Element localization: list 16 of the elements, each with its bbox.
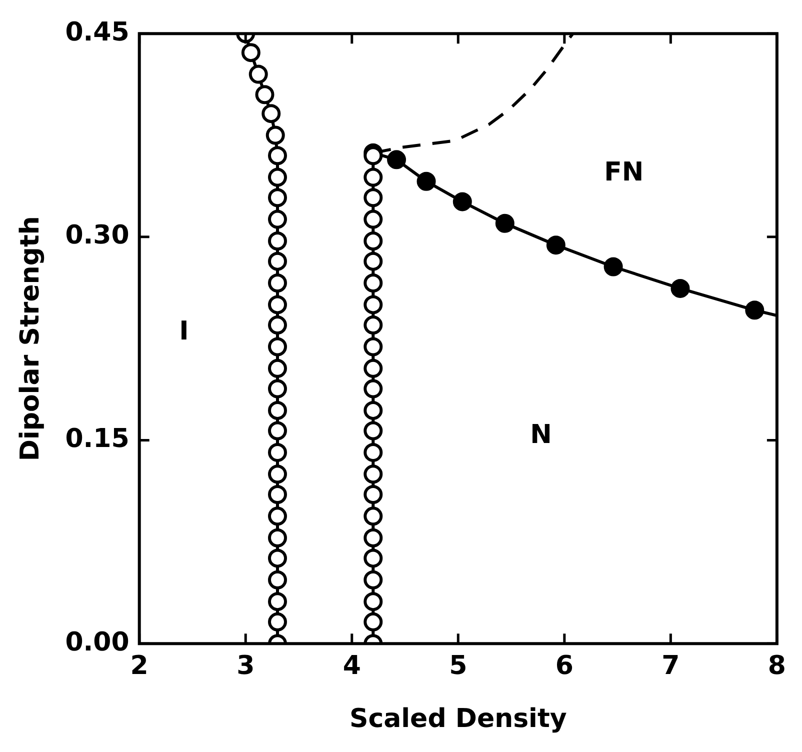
x-tick-label: 2 xyxy=(130,650,148,681)
y-tick-label: 0.45 xyxy=(65,17,130,48)
x-tick-label: 6 xyxy=(555,650,574,681)
x-tick-label: 3 xyxy=(236,650,255,681)
y-tick-label: 0.30 xyxy=(65,220,130,251)
x-tick-label: 8 xyxy=(768,650,786,681)
x-tick-label: 7 xyxy=(662,650,680,681)
annotation: FN xyxy=(604,158,644,188)
y-tick-label: 0.00 xyxy=(65,627,130,658)
x-axis-title: Scaled Density xyxy=(349,704,567,734)
annotation: I xyxy=(179,316,189,346)
x-tick-label: 4 xyxy=(342,650,361,681)
y-axis-title: Dipolar Strength xyxy=(15,216,46,462)
x-tick-label: 5 xyxy=(449,650,468,681)
annotation: N xyxy=(530,420,552,450)
y-tick-label: 0.15 xyxy=(65,424,130,454)
